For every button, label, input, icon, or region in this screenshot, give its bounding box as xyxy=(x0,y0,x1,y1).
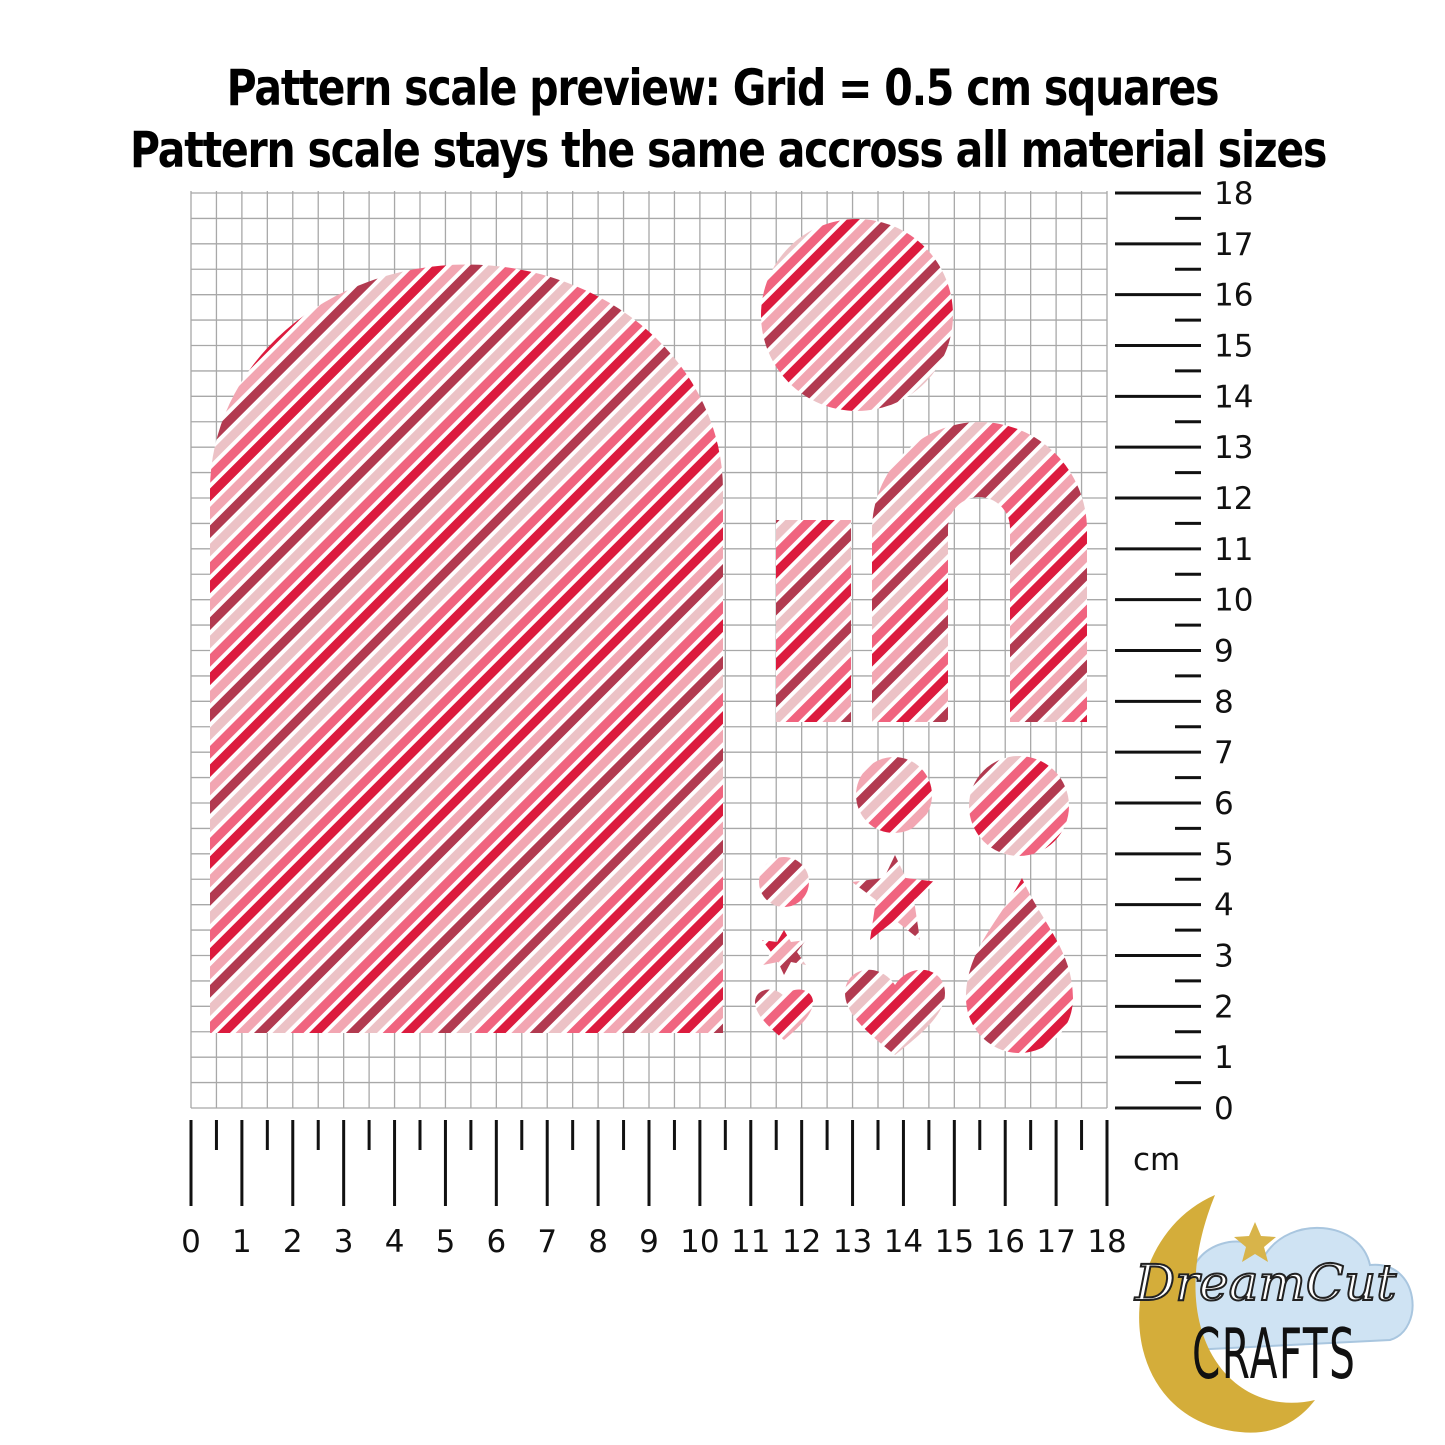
drop-shape xyxy=(966,878,1073,1053)
y-ruler-label: 13 xyxy=(1214,430,1253,466)
small-circle-shape xyxy=(856,757,932,833)
x-ruler-label: 1 xyxy=(232,1224,252,1260)
x-ruler-label: 15 xyxy=(935,1224,974,1260)
x-ruler-label: 0 xyxy=(181,1224,201,1260)
y-ruler-label: 14 xyxy=(1214,379,1253,415)
x-ruler-label: 7 xyxy=(537,1224,557,1260)
y-ruler-label: 4 xyxy=(1214,888,1234,924)
y-ruler-label: 9 xyxy=(1214,634,1234,670)
medium-circle-shape xyxy=(969,756,1069,856)
title-line-2: Pattern scale stays the same accross all… xyxy=(130,121,1327,179)
x-ruler-label: 10 xyxy=(680,1224,719,1260)
x-ruler-label: 4 xyxy=(385,1224,405,1260)
x-ruler-label: 16 xyxy=(985,1224,1024,1260)
circle-shape xyxy=(761,219,953,411)
x-ruler-label: 9 xyxy=(639,1224,659,1260)
y-ruler-label: 15 xyxy=(1214,329,1253,365)
x-ruler-label: 8 xyxy=(588,1224,608,1260)
logo-line-2: CRAFTS xyxy=(1192,1314,1356,1395)
star-shape xyxy=(852,855,938,940)
x-ruler-label: 17 xyxy=(1036,1224,1075,1260)
y-ruler-label: 11 xyxy=(1214,532,1253,568)
x-ruler-label: 2 xyxy=(283,1224,303,1260)
x-ruler-label: 18 xyxy=(1087,1224,1126,1260)
unit-label: cm xyxy=(1133,1142,1180,1178)
y-ruler-label: 3 xyxy=(1214,939,1234,975)
y-ruler-label: 8 xyxy=(1214,684,1234,720)
logo: DreamCut CRAFTS xyxy=(1133,1195,1414,1433)
y-ruler-label: 18 xyxy=(1214,176,1253,212)
star-icon xyxy=(1234,1222,1276,1262)
rectangle-shape xyxy=(776,520,851,722)
y-ruler-label: 17 xyxy=(1214,227,1253,263)
tiny-circle-shape xyxy=(759,857,809,907)
y-ruler-label: 2 xyxy=(1214,989,1234,1025)
x-ruler-label: 3 xyxy=(334,1224,354,1260)
x-ruler-label: 11 xyxy=(731,1224,770,1260)
tiny-star-shape xyxy=(762,930,806,975)
title-line-1: Pattern scale preview: Grid = 0.5 cm squ… xyxy=(226,59,1220,117)
y-ruler-label: 5 xyxy=(1214,837,1234,873)
rulers: 0 1 2 3 4 5 6 7 8 9 10 11 12 13 14 15 16 17 18012345678910… xyxy=(181,176,1253,1260)
y-ruler-label: 6 xyxy=(1214,786,1234,822)
tiny-heart-shape xyxy=(755,989,813,1040)
y-ruler-label: 10 xyxy=(1214,583,1253,619)
moon-shape xyxy=(1139,1195,1315,1433)
x-ruler-label: 13 xyxy=(833,1224,872,1260)
y-ruler-label: 1 xyxy=(1214,1040,1234,1076)
y-ruler-label: 7 xyxy=(1214,735,1234,771)
x-ruler-label: 12 xyxy=(782,1224,821,1260)
y-ruler-label: 16 xyxy=(1214,278,1253,314)
x-ruler-label: 5 xyxy=(436,1224,456,1260)
heart-shape xyxy=(845,969,945,1055)
x-ruler-label: 6 xyxy=(486,1224,506,1260)
u-arch-shape xyxy=(872,422,1087,722)
logo-line-1: DreamCut xyxy=(1134,1254,1397,1312)
x-ruler-label: 14 xyxy=(884,1224,923,1260)
y-ruler-label: 12 xyxy=(1214,481,1253,517)
y-ruler-label: 0 xyxy=(1214,1091,1234,1127)
large-arch-shape xyxy=(210,264,723,1034)
